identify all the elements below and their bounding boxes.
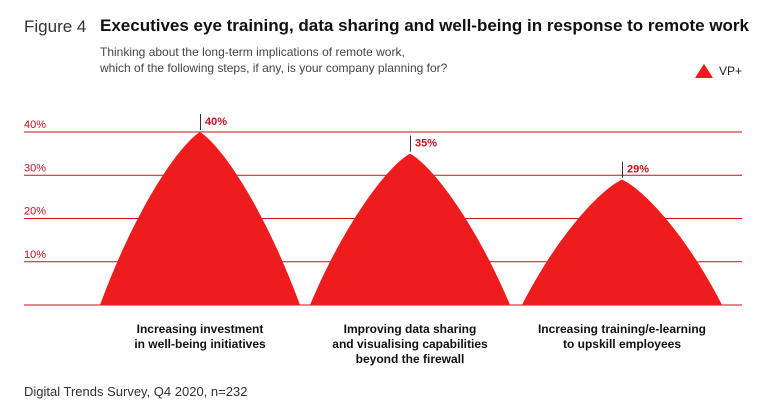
category-label-3: Increasing training/e-learning to upskill…	[527, 322, 717, 352]
y-tick-label: 10%	[24, 249, 46, 261]
data-label-2: 35%	[415, 138, 437, 150]
figure-label: Figure 4	[24, 17, 87, 36]
chart-subtitle: Thinking about the long-term implication…	[100, 44, 620, 76]
category-label-1: Increasing investment in well-being initi…	[105, 322, 295, 352]
data-label-3: 29%	[627, 164, 649, 176]
category-label-line: in well-being initiatives	[134, 337, 266, 351]
chart-title: Executives eye training, data sharing an…	[100, 16, 750, 35]
subtitle-line-2: which of the following steps, if any, is…	[100, 61, 448, 75]
y-tick-label: 20%	[24, 206, 46, 218]
source-note: Digital Trends Survey, Q4 2020, n=232	[24, 384, 248, 399]
y-tick-label: 30%	[24, 162, 46, 174]
legend-triangle-icon	[695, 64, 713, 78]
y-tick-label: 40%	[24, 119, 46, 131]
legend-label: VP+	[719, 64, 743, 78]
category-label-line: Increasing training/e-learning	[537, 322, 707, 336]
category-label-line: Improving data sharing	[343, 322, 477, 336]
category-label-2: Improving data sharing and visualising ca…	[315, 322, 505, 367]
category-label-line: Increasing investment	[136, 322, 264, 336]
category-label-line: and visualising capabilities	[332, 337, 488, 351]
peak-1	[100, 132, 300, 305]
data-label-1: 40%	[205, 116, 227, 128]
category-label-line: to upskill employees	[562, 337, 682, 351]
peak-3	[522, 179, 722, 305]
category-label-line: beyond the firewall	[355, 352, 465, 366]
subtitle-line-1: Thinking about the long-term implication…	[100, 45, 405, 59]
peak-2	[310, 153, 510, 305]
legend: VP+	[695, 64, 742, 78]
